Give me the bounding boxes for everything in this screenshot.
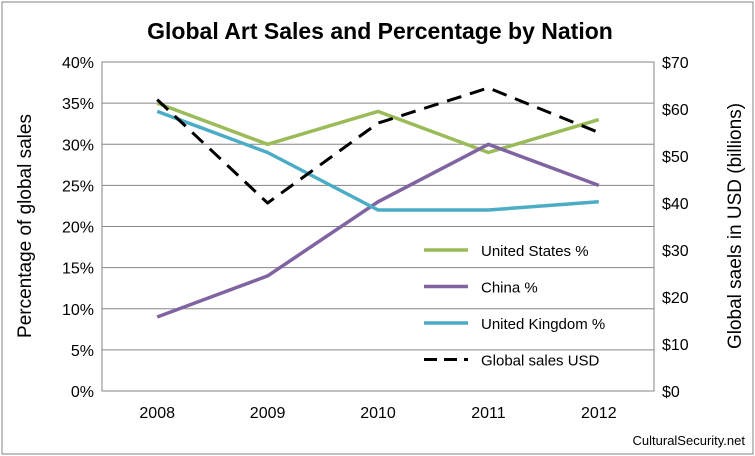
x-tick-label: 2010 (360, 405, 396, 422)
right-tick-label: $40 (662, 196, 689, 213)
right-tick-label: $70 (662, 55, 689, 72)
right-tick-label: $60 (662, 102, 689, 119)
x-tick-label: 2011 (471, 405, 506, 422)
left-tick-label: 0% (71, 384, 94, 401)
right-tick-label: $50 (662, 149, 689, 166)
left-axis-label: Percentage of global sales (15, 114, 36, 338)
x-tick-label: 2012 (581, 405, 617, 422)
left-tick-label: 35% (62, 96, 94, 113)
left-tick-label: 40% (62, 55, 94, 72)
right-tick-label: $0 (662, 384, 680, 401)
left-tick-label: 20% (62, 220, 94, 237)
right-tick-label: $10 (662, 337, 689, 354)
x-tick-label: 2009 (250, 405, 286, 422)
x-axis-ticks: 2008 2009 2010 2011 2012 (139, 405, 616, 422)
right-axis-label: Global saels in USD (billions) (725, 103, 746, 349)
legend: United States % China % United Kingdom % Gl… (424, 243, 605, 370)
plot-area-border (101, 61, 655, 392)
left-tick-label: 25% (62, 178, 94, 195)
series-lines (156, 86, 600, 319)
right-tick-label: $20 (662, 290, 689, 307)
left-axis-ticks: 0% 5% 10% 15% 20% 25% 30% 35% 40% (62, 55, 94, 401)
left-tick-label: 5% (71, 343, 94, 360)
right-tick-label: $30 (662, 243, 689, 260)
right-axis-ticks: $0 $10 $20 $30 $40 $50 $60 $70 (662, 55, 689, 401)
series-line-0 (156, 101, 600, 155)
watermark: CulturalSecurity.net (633, 433, 746, 448)
series-line-1 (156, 142, 600, 319)
x-tick-label: 2008 (139, 405, 175, 422)
legend-label: China % (481, 280, 538, 297)
legend-label: Global sales USD (481, 353, 600, 370)
chart-title: Global Art Sales and Percentage by Natio… (147, 18, 613, 44)
left-tick-label: 10% (62, 302, 94, 319)
series-line-3 (156, 86, 600, 205)
left-tick-label: 30% (62, 137, 94, 154)
series-line-2 (156, 109, 599, 212)
legend-label: United States % (481, 243, 589, 260)
left-tick-label: 15% (62, 261, 94, 278)
legend-label: United Kingdom % (481, 316, 605, 333)
gridlines (102, 102, 654, 351)
